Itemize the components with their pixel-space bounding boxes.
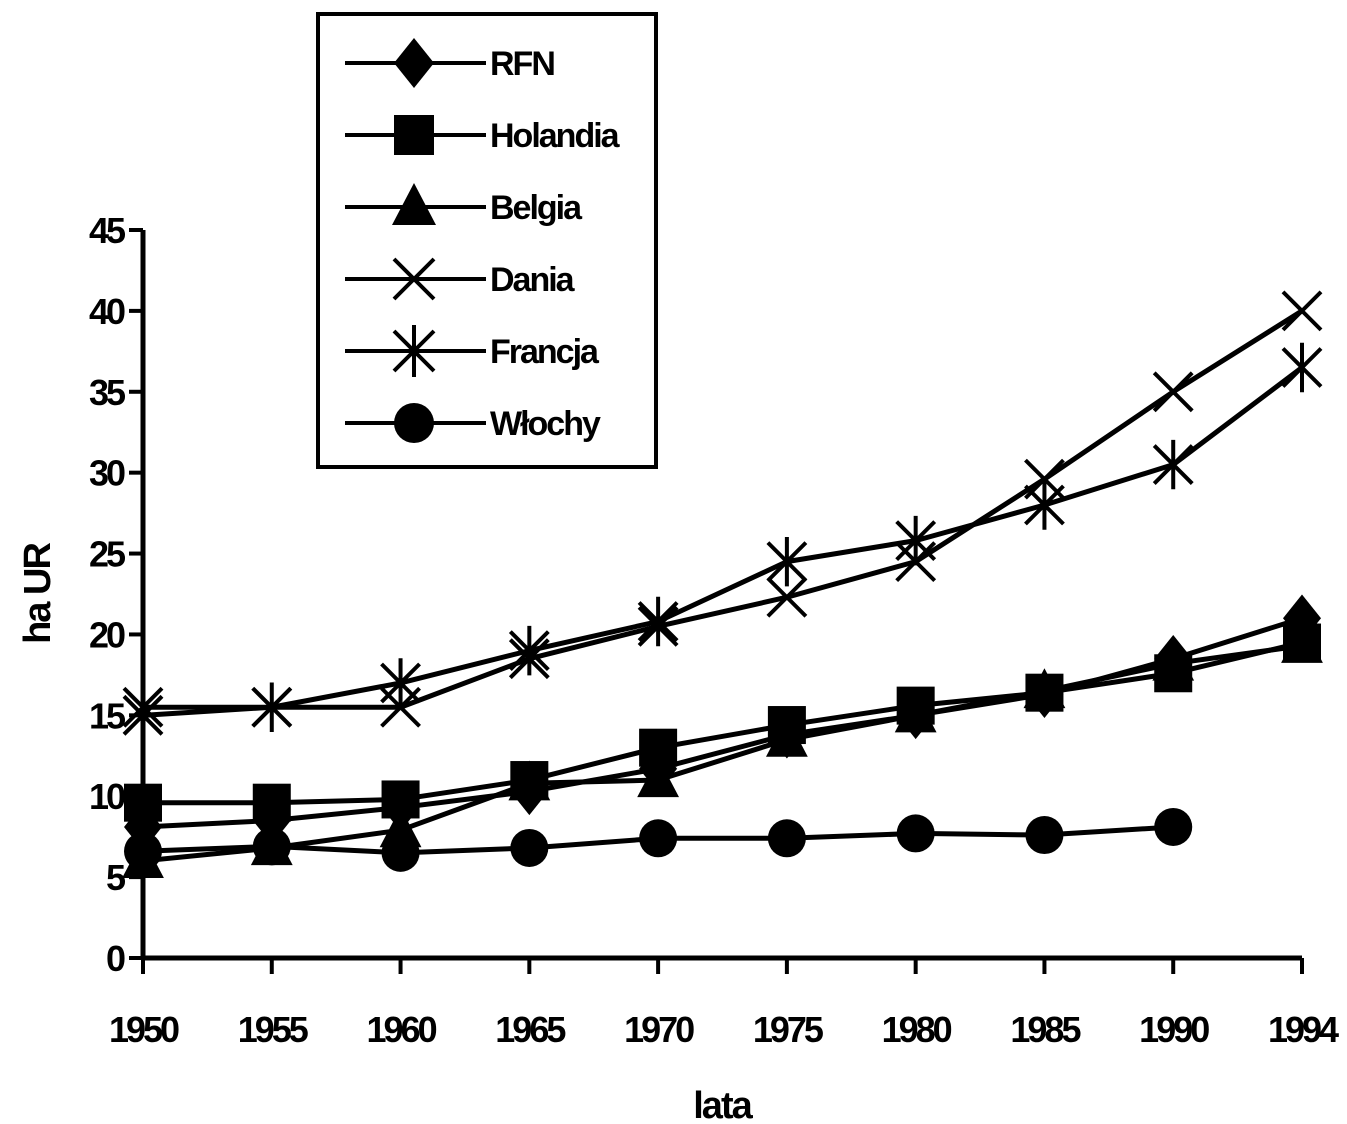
legend-marker-francja [392,325,436,377]
x-tick-label: 1960 [367,1009,437,1050]
point-dania [1152,371,1194,413]
series-line-holandia [143,640,1303,806]
series-line-belgia [142,643,1303,864]
series-line-francja [142,365,1304,718]
point-holandia [252,783,291,822]
x-tick-label: 1975 [753,1009,824,1050]
y-tick-label: 40 [89,291,125,332]
y-tick-label: 30 [89,453,125,494]
legend-marker-w-ochy [394,403,434,443]
x-tick-label: 1990 [1139,1009,1209,1050]
series-line-dania [143,308,1304,710]
series-group [122,290,1323,879]
point-francja [1281,342,1323,393]
point-francja [1152,439,1194,490]
x-tick-label: 1985 [1010,1009,1081,1050]
point-francja [251,682,293,732]
y-tick-label: 35 [89,372,126,413]
legend-marker-dania [392,257,436,301]
point-francja [895,515,937,566]
legend-marker-belgia [392,183,436,225]
point-belgia [765,716,808,757]
y-tick-label: 20 [89,614,125,655]
legend-label-belgia: Belgia [490,189,583,227]
legend-label-rfn: RFN [490,45,554,83]
point-w-ochy [381,833,420,872]
legend-label-holandia: Holandia [490,117,621,155]
point-dania [1281,290,1323,332]
point-francja [637,596,679,647]
x-tick-label: 1980 [882,1009,952,1050]
point-francja [1024,480,1065,530]
x-ticks: 1950 1955 1960 1965 1970 1975 1980 1985 1990 1994 [109,958,1342,1050]
y-tick-label: 15 [89,695,126,736]
point-belgia [894,692,937,733]
point-w-ochy [1154,807,1193,846]
point-francja [508,625,550,676]
series-line-rfn [142,615,1303,830]
y-tick-label: 45 [89,210,126,251]
x-tick-label: 1994 [1268,1009,1339,1050]
point-w-ochy [639,819,678,858]
point-dania [766,576,808,618]
legend-box [316,12,658,469]
legend-label-dania: Dania [490,261,576,299]
y-ticks: 0 5 10 15 20 25 30 35 40 45 [89,210,143,979]
point-w-ochy [1025,816,1064,855]
point-francja [766,536,808,587]
x-tick-label: 1950 [109,1009,179,1050]
point-belgia [637,757,680,798]
legend-marker-rfn [394,38,434,88]
x-tick-label: 1965 [495,1009,566,1050]
point-w-ochy [510,828,549,867]
point-w-ochy [767,819,806,858]
point-belgia [1023,668,1066,709]
legend: RFN Holandia Belgia Dania Francja Włochy [316,12,658,469]
point-belgia [508,760,551,801]
y-tick-label: 5 [106,857,126,898]
point-francja [380,658,421,708]
point-w-ochy [896,814,935,853]
legend-marker-holandia [394,115,434,155]
y-tick-label: 25 [89,534,126,575]
point-belgia [1152,640,1195,681]
x-tick-label: 1955 [238,1009,309,1050]
point-w-ochy [252,827,291,866]
legend-label-w-ochy: Włochy [490,405,601,443]
x-axis-title: lata [693,1085,753,1124]
y-axis-title: ha UR [17,543,59,644]
legend-label-francja: Francja [490,333,600,371]
point-belgia [1281,622,1323,663]
y-tick-label: 0 [106,938,125,979]
x-tick-label: 1970 [624,1009,694,1050]
y-tick-label: 10 [89,776,125,817]
